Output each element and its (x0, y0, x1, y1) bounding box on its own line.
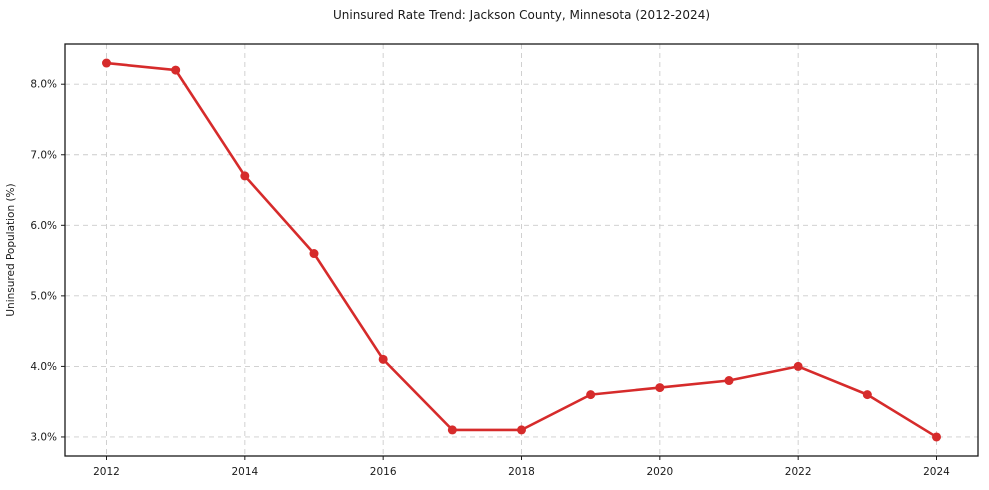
y-tick-label: 3.0% (30, 431, 57, 443)
data-point-2020 (655, 383, 665, 393)
data-point-2015 (309, 249, 319, 259)
y-tick-label: 4.0% (30, 361, 57, 373)
data-point-2021 (724, 376, 734, 386)
x-tick-label: 2022 (785, 466, 812, 478)
x-tick-label: 2020 (646, 466, 673, 478)
data-point-2024 (932, 432, 941, 442)
data-point-2022 (793, 361, 803, 371)
x-tick-label: 2012 (93, 466, 120, 478)
x-tick-label: 2014 (231, 466, 258, 478)
y-axis-label: Uninsured Population (%) (5, 183, 17, 316)
x-tick-label: 2024 (923, 466, 950, 478)
data-point-2018 (517, 425, 526, 435)
x-tick-label: 2016 (370, 466, 397, 478)
y-tick-label: 6.0% (30, 220, 57, 232)
data-point-2016 (378, 354, 388, 364)
data-point-2012 (102, 58, 111, 68)
y-tick-label: 5.0% (30, 290, 57, 302)
data-point-2017 (447, 425, 457, 435)
data-point-2023 (862, 390, 872, 400)
y-tick-label: 7.0% (30, 149, 57, 161)
y-tick-label: 8.0% (30, 79, 57, 91)
x-tick-label: 2018 (508, 466, 535, 478)
data-point-2013 (171, 65, 181, 75)
data-point-2014 (240, 171, 250, 181)
chart-title: Uninsured Rate Trend: Jackson County, Mi… (332, 8, 711, 22)
data-point-2019 (586, 390, 596, 400)
plot-border (64, 43, 979, 457)
